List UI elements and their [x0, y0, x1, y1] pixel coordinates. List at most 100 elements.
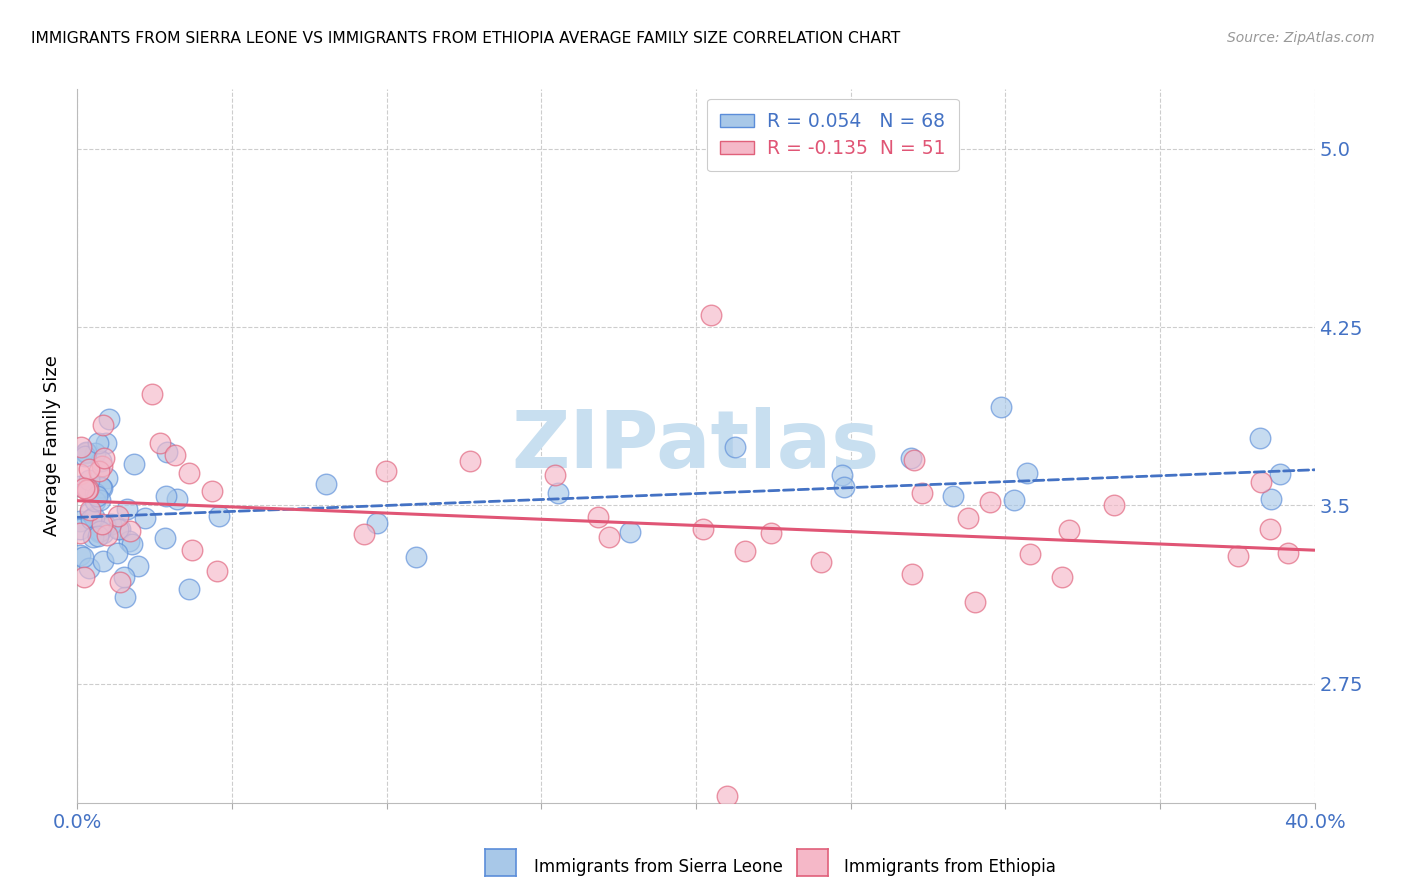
- Point: [205, 564, 228, 578]
- Point: [692, 522, 714, 536]
- Point: [1268, 467, 1291, 482]
- Point: [1260, 492, 1282, 507]
- Point: [903, 452, 925, 467]
- Point: [107, 508, 129, 523]
- Point: [353, 527, 375, 541]
- Point: [105, 546, 128, 560]
- Point: [118, 533, 141, 548]
- Point: [77, 482, 100, 496]
- Point: [1050, 570, 1073, 584]
- Point: [73, 449, 96, 463]
- Point: [1102, 499, 1125, 513]
- Point: [86, 489, 108, 503]
- Point: [69, 467, 91, 482]
- Point: [547, 486, 569, 500]
- Point: [69, 525, 91, 540]
- Point: [89, 492, 111, 507]
- Point: [900, 450, 922, 465]
- Point: [179, 466, 201, 480]
- Point: [89, 518, 111, 533]
- Point: [73, 570, 96, 584]
- Point: [201, 484, 224, 499]
- Point: [148, 435, 170, 450]
- Point: [90, 454, 112, 468]
- Point: [86, 436, 108, 450]
- Point: [121, 537, 143, 551]
- Point: [134, 511, 156, 525]
- Point: [831, 468, 853, 483]
- Point: [91, 525, 114, 540]
- Point: [1249, 432, 1271, 446]
- Point: [544, 467, 567, 482]
- Point: [108, 574, 131, 589]
- Text: Immigrants from Ethiopia: Immigrants from Ethiopia: [844, 858, 1056, 876]
- Point: [76, 483, 98, 497]
- Point: [979, 495, 1001, 509]
- Point: [155, 489, 177, 503]
- Point: [155, 445, 177, 459]
- Point: [87, 525, 110, 540]
- Point: [75, 444, 97, 458]
- Point: [89, 524, 111, 538]
- Point: [366, 516, 388, 530]
- Point: [84, 445, 107, 459]
- Point: [118, 524, 141, 538]
- Point: [107, 522, 129, 536]
- Point: [761, 526, 783, 541]
- Point: [79, 473, 101, 487]
- Point: [963, 595, 986, 609]
- Text: Source: ZipAtlas.com: Source: ZipAtlas.com: [1227, 31, 1375, 45]
- Point: [91, 418, 114, 433]
- Point: [87, 464, 110, 478]
- Point: [1250, 475, 1272, 489]
- Point: [94, 517, 117, 532]
- Point: [91, 481, 114, 495]
- Point: [100, 517, 122, 532]
- Point: [155, 532, 177, 546]
- Point: [117, 501, 139, 516]
- Point: [1015, 466, 1038, 480]
- Point: [177, 582, 200, 597]
- Point: [165, 448, 187, 462]
- Point: [83, 510, 105, 524]
- Point: [1018, 547, 1040, 561]
- Y-axis label: Average Family Size: Average Family Size: [44, 356, 62, 536]
- Point: [96, 527, 118, 541]
- Point: [87, 529, 110, 543]
- Point: [141, 386, 163, 401]
- Point: [79, 503, 101, 517]
- Point: [619, 525, 641, 540]
- Point: [166, 492, 188, 507]
- Point: [93, 450, 115, 465]
- Point: [724, 440, 747, 454]
- Point: [114, 590, 136, 604]
- Point: [832, 480, 855, 494]
- Point: [70, 440, 93, 454]
- Point: [700, 308, 723, 322]
- Point: [1277, 546, 1299, 560]
- Point: [90, 516, 112, 531]
- Point: [75, 445, 97, 459]
- Point: [114, 570, 136, 584]
- Point: [72, 549, 94, 564]
- Point: [911, 485, 934, 500]
- Point: [374, 464, 396, 478]
- Point: [901, 566, 924, 581]
- Point: [77, 561, 100, 575]
- Point: [957, 511, 980, 525]
- Point: [80, 512, 103, 526]
- Point: [1260, 522, 1282, 536]
- Point: [83, 486, 105, 500]
- Point: [69, 514, 91, 528]
- Point: [82, 530, 104, 544]
- Point: [77, 462, 100, 476]
- Point: [458, 454, 481, 468]
- Point: [588, 510, 610, 524]
- Text: IMMIGRANTS FROM SIERRA LEONE VS IMMIGRANTS FROM ETHIOPIA AVERAGE FAMILY SIZE COR: IMMIGRANTS FROM SIERRA LEONE VS IMMIGRAN…: [31, 31, 900, 46]
- Text: Immigrants from Sierra Leone: Immigrants from Sierra Leone: [534, 858, 783, 876]
- Point: [127, 558, 149, 573]
- Point: [97, 412, 120, 426]
- Point: [83, 493, 105, 508]
- Point: [69, 549, 91, 563]
- Point: [1002, 492, 1025, 507]
